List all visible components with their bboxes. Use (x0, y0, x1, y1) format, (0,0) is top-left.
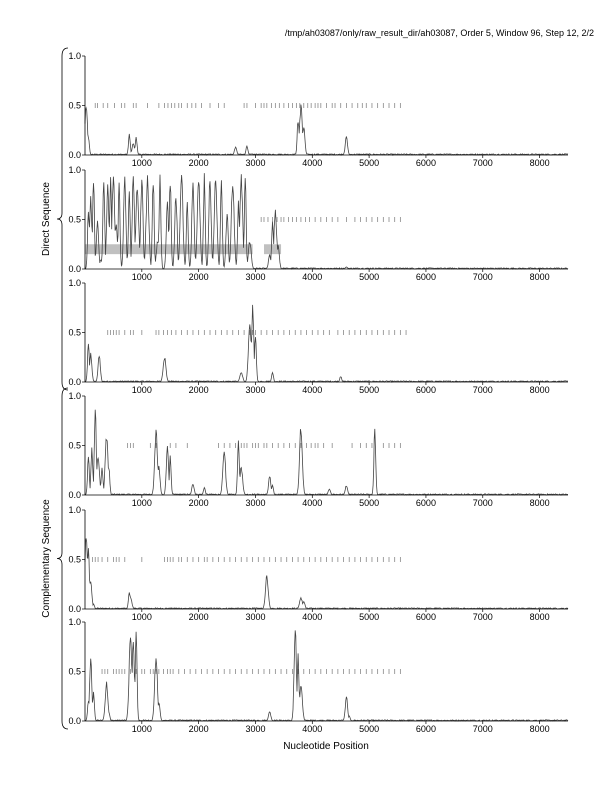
group-brace (56, 387, 69, 730)
group-label: Complementary Sequence (41, 499, 52, 618)
group-1: Complementary Sequence (41, 387, 69, 730)
score-trace (84, 409, 569, 496)
x-tick-label: 3000 (245, 158, 265, 168)
x-tick-label: 2000 (189, 158, 209, 168)
x-tick-label: 4000 (302, 498, 322, 508)
y-tick-label: 0.0 (68, 604, 81, 614)
y-tick-label: 1.0 (68, 278, 81, 288)
x-tick-label: 6000 (416, 498, 436, 508)
x-tick-label: 2000 (189, 385, 209, 395)
y-tick-label: 0.5 (68, 667, 81, 677)
panel-complementary-frame-3: 0.0 0.5 1.0 1000 2000 3000 4000 5000 6000 7000 800… (68, 617, 569, 734)
x-tick-label: 3000 (245, 498, 265, 508)
x-tick-label: 5000 (359, 612, 379, 622)
x-tick-label: 5000 (359, 158, 379, 168)
y-tick-label: 0.5 (68, 555, 81, 565)
panel-complementary-frame-1: 0.0 0.5 1.0 1000 2000 3000 4000 5000 6000 7000 800… (68, 391, 569, 508)
group-0: Direct Sequence (41, 47, 69, 391)
x-tick-label: 1000 (132, 498, 152, 508)
x-tick-label: 2000 (189, 498, 209, 508)
group-brace (56, 47, 69, 391)
figure-header-title: /tmp/ah03087/only/raw_result_dir/ah03087… (285, 28, 594, 38)
x-tick-label: 4000 (302, 272, 322, 282)
x-tick-label: 6000 (416, 158, 436, 168)
score-trace (84, 538, 569, 610)
x-tick-label: 7000 (473, 724, 493, 734)
x-tick-label: 4000 (302, 158, 322, 168)
x-tick-label: 2000 (189, 272, 209, 282)
y-tick-label: 1.0 (68, 165, 81, 175)
x-axis-title: Nucleotide Position (283, 741, 369, 752)
x-tick-label: 6000 (416, 385, 436, 395)
x-tick-label: 7000 (473, 612, 493, 622)
panel-direct-frame-2: 0.0 0.5 1.0 1000 2000 3000 4000 5000 6000 7000 800… (68, 165, 569, 282)
x-tick-label: 4000 (302, 612, 322, 622)
shaded-region (85, 244, 253, 255)
x-tick-label: 4000 (302, 724, 322, 734)
panels-group: 0.0 0.5 1.0 1000 2000 3000 4000 5000 6000 7000 800… (68, 51, 569, 734)
x-tick-label: 8000 (530, 612, 550, 622)
x-tick-label: 7000 (473, 385, 493, 395)
x-tick-label: 8000 (530, 498, 550, 508)
y-tick-label: 0.0 (68, 150, 81, 160)
x-tick-label: 3000 (245, 385, 265, 395)
x-tick-label: 3000 (245, 724, 265, 734)
y-tick-label: 0.5 (68, 101, 81, 111)
x-tick-label: 5000 (359, 724, 379, 734)
y-tick-label: 0.5 (68, 328, 81, 338)
y-tick-label: 1.0 (68, 391, 81, 401)
y-tick-label: 1.0 (68, 51, 81, 61)
score-trace (84, 630, 569, 722)
x-tick-label: 5000 (359, 385, 379, 395)
score-trace (84, 173, 569, 270)
y-tick-label: 0.0 (68, 264, 81, 274)
x-tick-label: 8000 (530, 724, 550, 734)
x-tick-label: 7000 (473, 158, 493, 168)
x-tick-label: 7000 (473, 272, 493, 282)
x-tick-label: 2000 (189, 724, 209, 734)
y-tick-label: 1.0 (68, 505, 81, 515)
x-tick-label: 3000 (245, 272, 265, 282)
x-tick-label: 7000 (473, 498, 493, 508)
x-tick-label: 8000 (530, 272, 550, 282)
x-tick-label: 2000 (189, 612, 209, 622)
y-tick-label: 0.0 (68, 377, 81, 387)
y-tick-label: 0.5 (68, 441, 81, 451)
x-tick-label: 5000 (359, 498, 379, 508)
y-tick-label: 0.0 (68, 716, 81, 726)
y-tick-label: 0.5 (68, 215, 81, 225)
score-trace (84, 304, 568, 383)
group-labels: Direct Sequence Complementary Sequence (41, 47, 69, 730)
x-tick-label: 8000 (530, 385, 550, 395)
x-tick-label: 8000 (530, 158, 550, 168)
x-tick-label: 1000 (132, 158, 152, 168)
x-tick-label: 3000 (245, 612, 265, 622)
x-tick-label: 1000 (132, 385, 152, 395)
x-tick-label: 1000 (132, 724, 152, 734)
shaded-region (263, 244, 282, 255)
x-tick-label: 5000 (359, 272, 379, 282)
score-trace (84, 104, 569, 156)
panel-direct-frame-3: 0.0 0.5 1.0 1000 2000 3000 4000 5000 6000 7000 800… (68, 278, 568, 395)
group-label: Direct Sequence (41, 182, 52, 256)
x-tick-label: 6000 (416, 724, 436, 734)
x-tick-label: 6000 (416, 272, 436, 282)
x-tick-label: 6000 (416, 612, 436, 622)
panel-complementary-frame-2: 0.0 0.5 1.0 1000 2000 3000 4000 5000 6000 7000 800… (68, 505, 569, 622)
y-tick-label: 0.0 (68, 490, 81, 500)
y-tick-label: 1.0 (68, 617, 81, 627)
x-tick-label: 1000 (132, 272, 152, 282)
panel-direct-frame-1: 0.0 0.5 1.0 1000 2000 3000 4000 5000 6000 7000 800… (68, 51, 569, 168)
x-tick-label: 4000 (302, 385, 322, 395)
x-tick-label: 1000 (132, 612, 152, 622)
